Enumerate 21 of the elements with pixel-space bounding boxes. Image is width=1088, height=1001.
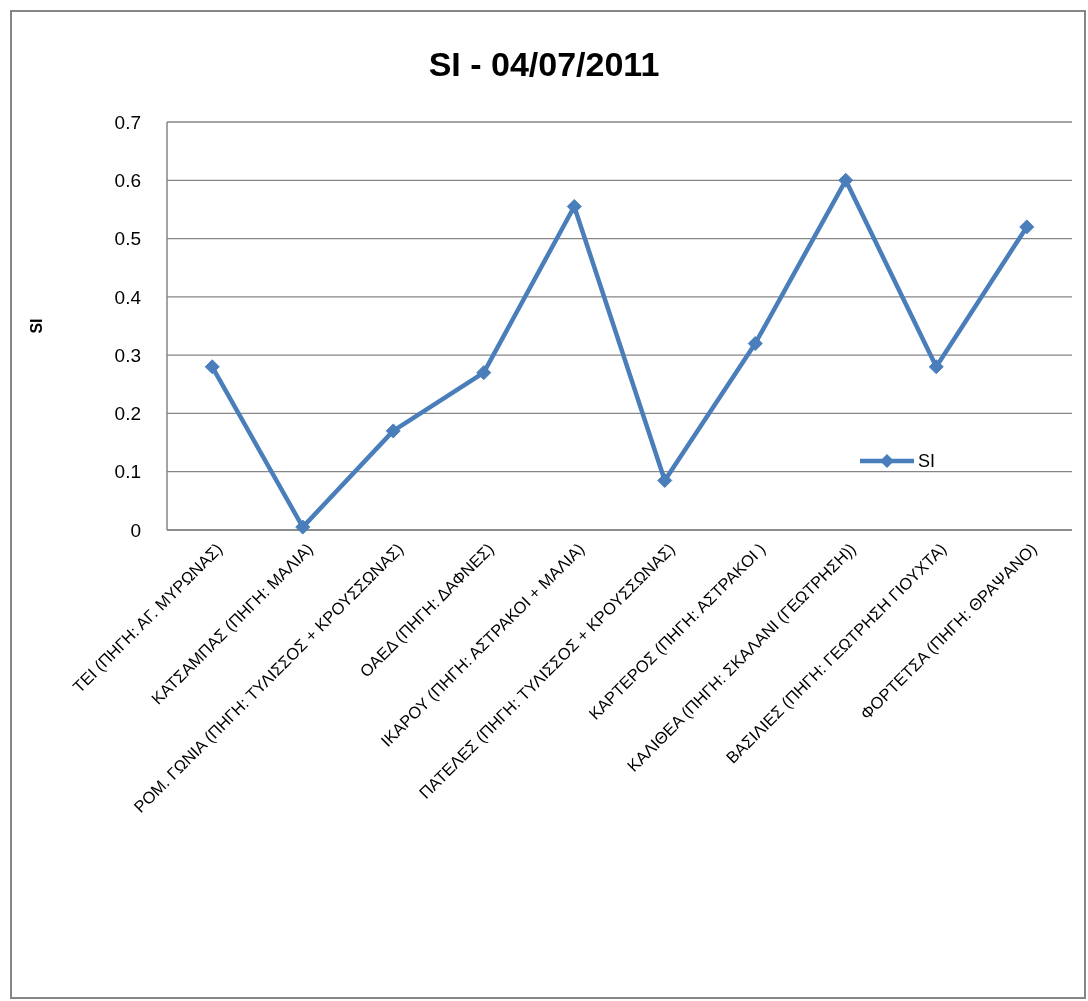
point bbox=[747, 335, 763, 351]
point bbox=[204, 359, 220, 375]
point bbox=[1019, 219, 1035, 235]
point bbox=[928, 359, 944, 375]
y-tick-label: 0.1 bbox=[114, 461, 141, 483]
point bbox=[838, 172, 854, 188]
chart-title: SI - 04/07/2011 bbox=[428, 45, 660, 83]
point bbox=[566, 199, 582, 215]
legend-label: SI bbox=[918, 451, 936, 472]
y-tick-label: 0 bbox=[130, 519, 141, 541]
point bbox=[657, 472, 673, 488]
y-tick-label: 0.2 bbox=[114, 403, 141, 425]
point bbox=[385, 423, 401, 439]
y-tick-label: 0.5 bbox=[114, 228, 141, 250]
point bbox=[476, 365, 492, 381]
point bbox=[295, 519, 311, 535]
y-tick-label: 0.7 bbox=[114, 111, 141, 133]
y-axis-title: SI bbox=[28, 318, 45, 334]
y-tick-label: 0.4 bbox=[114, 286, 142, 308]
y-tick-label: 0.3 bbox=[114, 344, 141, 366]
y-tick-label: 0.6 bbox=[114, 169, 141, 191]
